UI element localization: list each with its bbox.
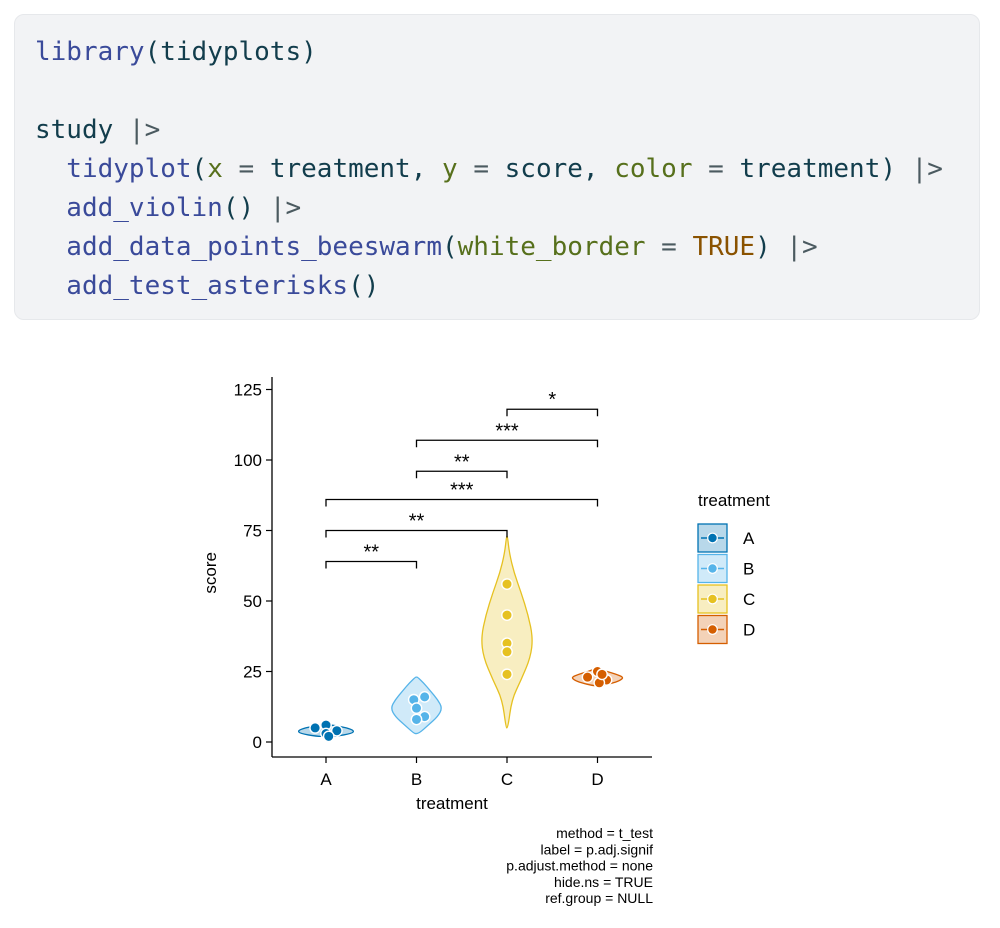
legend-title: treatment xyxy=(698,491,770,510)
data-point-B xyxy=(418,690,431,703)
code-token: |> xyxy=(269,193,302,223)
bracket-A-D xyxy=(325,498,599,507)
code-token: = xyxy=(645,232,693,262)
x-tick-label: C xyxy=(501,770,513,789)
code-token: TRUE xyxy=(692,232,756,262)
code-token: = xyxy=(692,154,740,184)
data-point-B xyxy=(410,702,423,715)
data-point-B xyxy=(410,713,423,726)
bracket-A-C xyxy=(325,529,508,538)
code-token: study xyxy=(35,115,129,145)
caption-line: label = p.adj.signif xyxy=(541,841,654,857)
data-point-A xyxy=(309,721,322,734)
y-tick-label: 125 xyxy=(234,381,262,400)
bracket-B-D xyxy=(415,439,599,448)
code-token: |> xyxy=(128,115,161,145)
code-line: study |> xyxy=(35,115,160,145)
y-axis-title: score xyxy=(201,552,220,594)
caption-line: method = t_test xyxy=(556,825,653,841)
x-axis-title: treatment xyxy=(416,794,488,813)
code-line: tidyplot(x = treatment, y = score, color… xyxy=(35,154,943,184)
data-point-D xyxy=(581,671,594,684)
bracket-A-B xyxy=(325,560,418,569)
code-token: add_test_asterisks xyxy=(35,271,349,301)
asterisk-A-D: *** xyxy=(450,479,474,501)
x-tick-label: D xyxy=(591,770,603,789)
code-block: library(tidyplots) study |> tidyplot(x =… xyxy=(14,14,980,320)
x-tick-label: A xyxy=(320,770,332,789)
asterisk-A-B: ** xyxy=(363,542,379,564)
asterisk-B-C: ** xyxy=(454,451,470,473)
code-token: add_violin xyxy=(35,193,223,223)
code-token: treatment, xyxy=(269,154,443,184)
y-tick-label: 25 xyxy=(243,663,262,682)
legend-label-B: B xyxy=(743,560,754,579)
code-token: () xyxy=(222,193,270,223)
code-token: ( xyxy=(442,232,458,262)
x-tick-label: B xyxy=(411,770,422,789)
code-token: x xyxy=(207,154,223,184)
code-token: y xyxy=(442,154,458,184)
code-line: library(tidyplots) xyxy=(35,37,317,67)
data-point-C xyxy=(501,609,513,621)
code-token: add_data_points_beeswarm xyxy=(35,232,442,262)
asterisk-C-D: * xyxy=(548,389,556,411)
y-tick-label: 50 xyxy=(243,592,262,611)
caption-line: ref.group = NULL xyxy=(545,890,653,906)
y-tick-label: 0 xyxy=(253,733,262,752)
code-token: score, xyxy=(504,154,615,184)
code-token: color xyxy=(614,154,693,184)
y-tick-label: 100 xyxy=(234,451,262,470)
legend-label-A: A xyxy=(743,529,755,548)
data-point-C xyxy=(501,668,513,681)
code-text: library(tidyplots) study |> tidyplot(x =… xyxy=(35,33,943,306)
legend-point-A xyxy=(707,532,718,544)
code-token: ) xyxy=(755,232,787,262)
code-token: tidyplot xyxy=(35,154,192,184)
code-line: add_violin() |> xyxy=(35,193,301,223)
legend-point-C xyxy=(707,593,718,605)
code-token: treatment) xyxy=(739,154,912,184)
code-line: add_test_asterisks() xyxy=(35,271,379,301)
asterisk-A-C: ** xyxy=(409,511,425,533)
legend-point-B xyxy=(707,563,718,574)
data-point-C xyxy=(501,645,513,658)
data-point-A xyxy=(330,724,343,737)
bracket-B-C xyxy=(415,470,508,479)
bracket-C-D xyxy=(506,408,599,417)
code-token: white_border xyxy=(457,232,646,262)
code-token: |> xyxy=(911,154,943,184)
data-point-A xyxy=(322,730,335,743)
legend-label-D: D xyxy=(743,621,755,640)
asterisk-B-D: *** xyxy=(495,420,519,442)
data-point-C xyxy=(501,578,513,590)
caption-line: hide.ns = TRUE xyxy=(554,874,653,890)
code-line: add_data_points_beeswarm(white_border = … xyxy=(35,232,818,262)
violin-C xyxy=(481,535,533,729)
legend-label-C: C xyxy=(743,590,755,609)
y-tick-label: 75 xyxy=(243,522,262,541)
code-token: |> xyxy=(786,232,818,262)
code-token: ( xyxy=(191,154,208,184)
code-token: = xyxy=(222,154,270,184)
code-token: (tidyplots) xyxy=(144,37,317,67)
legend-point-D xyxy=(707,624,718,635)
code-token: = xyxy=(457,154,505,184)
data-point-D xyxy=(596,668,608,681)
caption-line: p.adjust.method = none xyxy=(506,858,653,874)
code-token: library xyxy=(35,37,145,67)
code-token: () xyxy=(348,271,380,301)
